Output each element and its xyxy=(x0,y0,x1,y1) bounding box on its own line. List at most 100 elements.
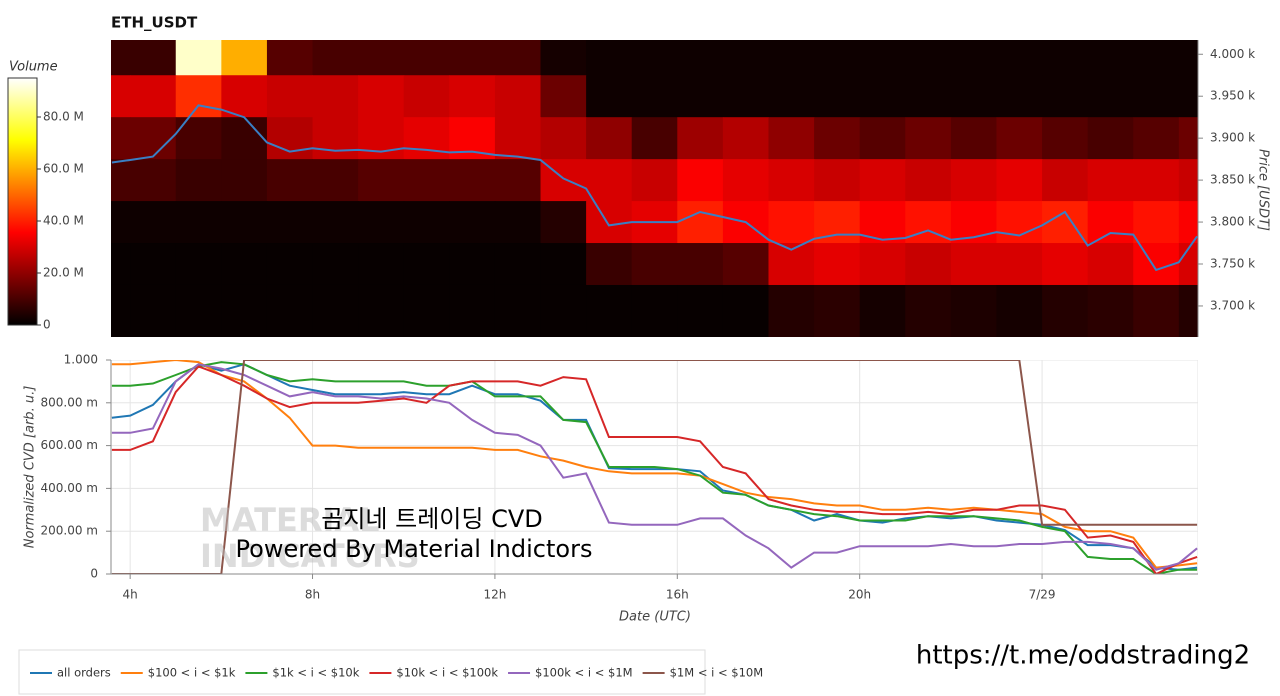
heatmap-cell xyxy=(175,75,222,118)
heatmap-cell xyxy=(266,201,314,244)
heatmap-cell xyxy=(449,40,496,76)
heatmap-cell xyxy=(859,159,906,202)
heatmap-cell xyxy=(1178,284,1198,337)
heatmap-cell xyxy=(1178,159,1198,202)
heatmap-cell xyxy=(266,284,314,337)
y-tick-label: 3.800 k xyxy=(1210,215,1255,229)
heatmap-cell xyxy=(1133,284,1180,337)
heatmap-cell xyxy=(358,159,405,202)
heatmap-cell xyxy=(722,284,769,337)
heatmap-cell xyxy=(312,201,359,244)
legend-label: $100 < i < $1k xyxy=(148,666,236,680)
heatmap-cell xyxy=(905,117,952,160)
heatmap-cell xyxy=(586,117,633,160)
heatmap-cell xyxy=(586,284,633,337)
heatmap-cell xyxy=(221,159,268,202)
annotation: Powered By Material Indictors xyxy=(236,535,593,563)
heatmap-cell xyxy=(631,117,678,160)
heatmap-cell xyxy=(540,243,587,286)
heatmap-cell xyxy=(1133,159,1180,202)
heatmap-cell xyxy=(677,159,724,202)
heatmap-cell xyxy=(494,117,542,160)
heatmap-cell xyxy=(814,159,861,202)
heatmap-cell xyxy=(403,117,450,160)
heatmap-cell xyxy=(494,243,542,286)
heatmap-cell xyxy=(1042,40,1089,76)
colorbar-tick-label: 80.0 M xyxy=(43,110,84,124)
heatmap-cell xyxy=(996,243,1043,286)
y-tick-label: 3.850 k xyxy=(1210,173,1255,187)
heatmap-cell xyxy=(1087,159,1134,202)
heatmap-cell xyxy=(677,117,724,160)
heatmap-cell xyxy=(130,159,177,202)
heatmap-cell xyxy=(677,75,724,118)
heatmap-cell xyxy=(494,284,542,337)
heatmap-cell xyxy=(221,75,268,118)
legend-label: $1k < i < $10k xyxy=(272,666,359,680)
heatmap-cell xyxy=(266,40,314,76)
heatmap-cell xyxy=(111,284,131,337)
heatmap-cell xyxy=(403,159,450,202)
heatmap-cell xyxy=(358,40,405,76)
chart-title: ETH_USDT xyxy=(111,14,198,32)
heatmap-cell xyxy=(175,284,222,337)
heatmap-cell xyxy=(111,159,131,202)
heatmap-cell xyxy=(175,201,222,244)
heatmap-cell xyxy=(403,40,450,76)
heatmap-cell xyxy=(1178,75,1198,118)
heatmap-cell xyxy=(950,40,997,76)
heatmap-cell xyxy=(540,40,587,76)
heatmap-cell xyxy=(996,284,1043,337)
series-line xyxy=(111,361,1198,574)
heatmap-cell xyxy=(950,243,997,286)
heatmap-cell xyxy=(358,284,405,337)
heatmap-cell xyxy=(1178,117,1198,160)
heatmap-cell xyxy=(266,243,314,286)
heatmap-cell xyxy=(111,117,131,160)
heatmap-cell xyxy=(312,117,359,160)
heatmap-cell xyxy=(631,40,678,76)
y-axis-label: Normalized CVD [arb. u.] xyxy=(23,386,38,549)
heatmap-cell xyxy=(540,201,587,244)
watermark: MATERIAL xyxy=(200,501,380,539)
heatmap-cell xyxy=(768,284,815,337)
heatmap-cell xyxy=(266,117,314,160)
heatmap-cell xyxy=(631,159,678,202)
heatmap-cell xyxy=(586,40,633,76)
heatmap-cell xyxy=(996,117,1043,160)
heatmap-cell xyxy=(175,117,222,160)
heatmap-cell xyxy=(403,243,450,286)
heatmap-cell xyxy=(1133,201,1180,244)
heatmap-cell xyxy=(494,75,542,118)
y-tick-label: 3.900 k xyxy=(1210,131,1255,145)
annotation: 곰지네 트레이딩 CVD xyxy=(321,505,542,533)
heatmap-cell xyxy=(1087,243,1134,286)
heatmap-cell xyxy=(859,75,906,118)
series-line xyxy=(111,363,1198,571)
link[interactable]: https://t.me/oddstrading2 xyxy=(916,641,1250,671)
x-tick-label: 4h xyxy=(123,588,138,602)
heatmap-cell xyxy=(449,75,496,118)
heatmap-cell xyxy=(859,40,906,76)
y-tick-label: 3.750 k xyxy=(1210,257,1255,271)
heatmap-cell xyxy=(996,40,1043,76)
series-line xyxy=(111,365,1198,574)
heatmap-cell xyxy=(111,40,131,76)
heatmap-cell xyxy=(905,159,952,202)
heatmap-cell xyxy=(814,40,861,76)
heatmap-cell xyxy=(768,40,815,76)
watermark: INDICATORS xyxy=(200,537,420,575)
heatmap-cell xyxy=(1042,159,1089,202)
colorbar-tick-label: 60.0 M xyxy=(43,162,84,176)
heatmap-cell xyxy=(905,75,952,118)
y-tick-label: 1.000 xyxy=(64,353,98,367)
heatmap-cell xyxy=(540,284,587,337)
heatmap-cell xyxy=(175,159,222,202)
heatmap-cell xyxy=(111,75,131,118)
x-tick-label: 7/29 xyxy=(1029,588,1056,602)
heatmap-cell xyxy=(221,284,268,337)
heatmap-cell xyxy=(449,243,496,286)
x-axis-label: Date (UTC) xyxy=(619,610,691,625)
heatmap-cell xyxy=(722,159,769,202)
